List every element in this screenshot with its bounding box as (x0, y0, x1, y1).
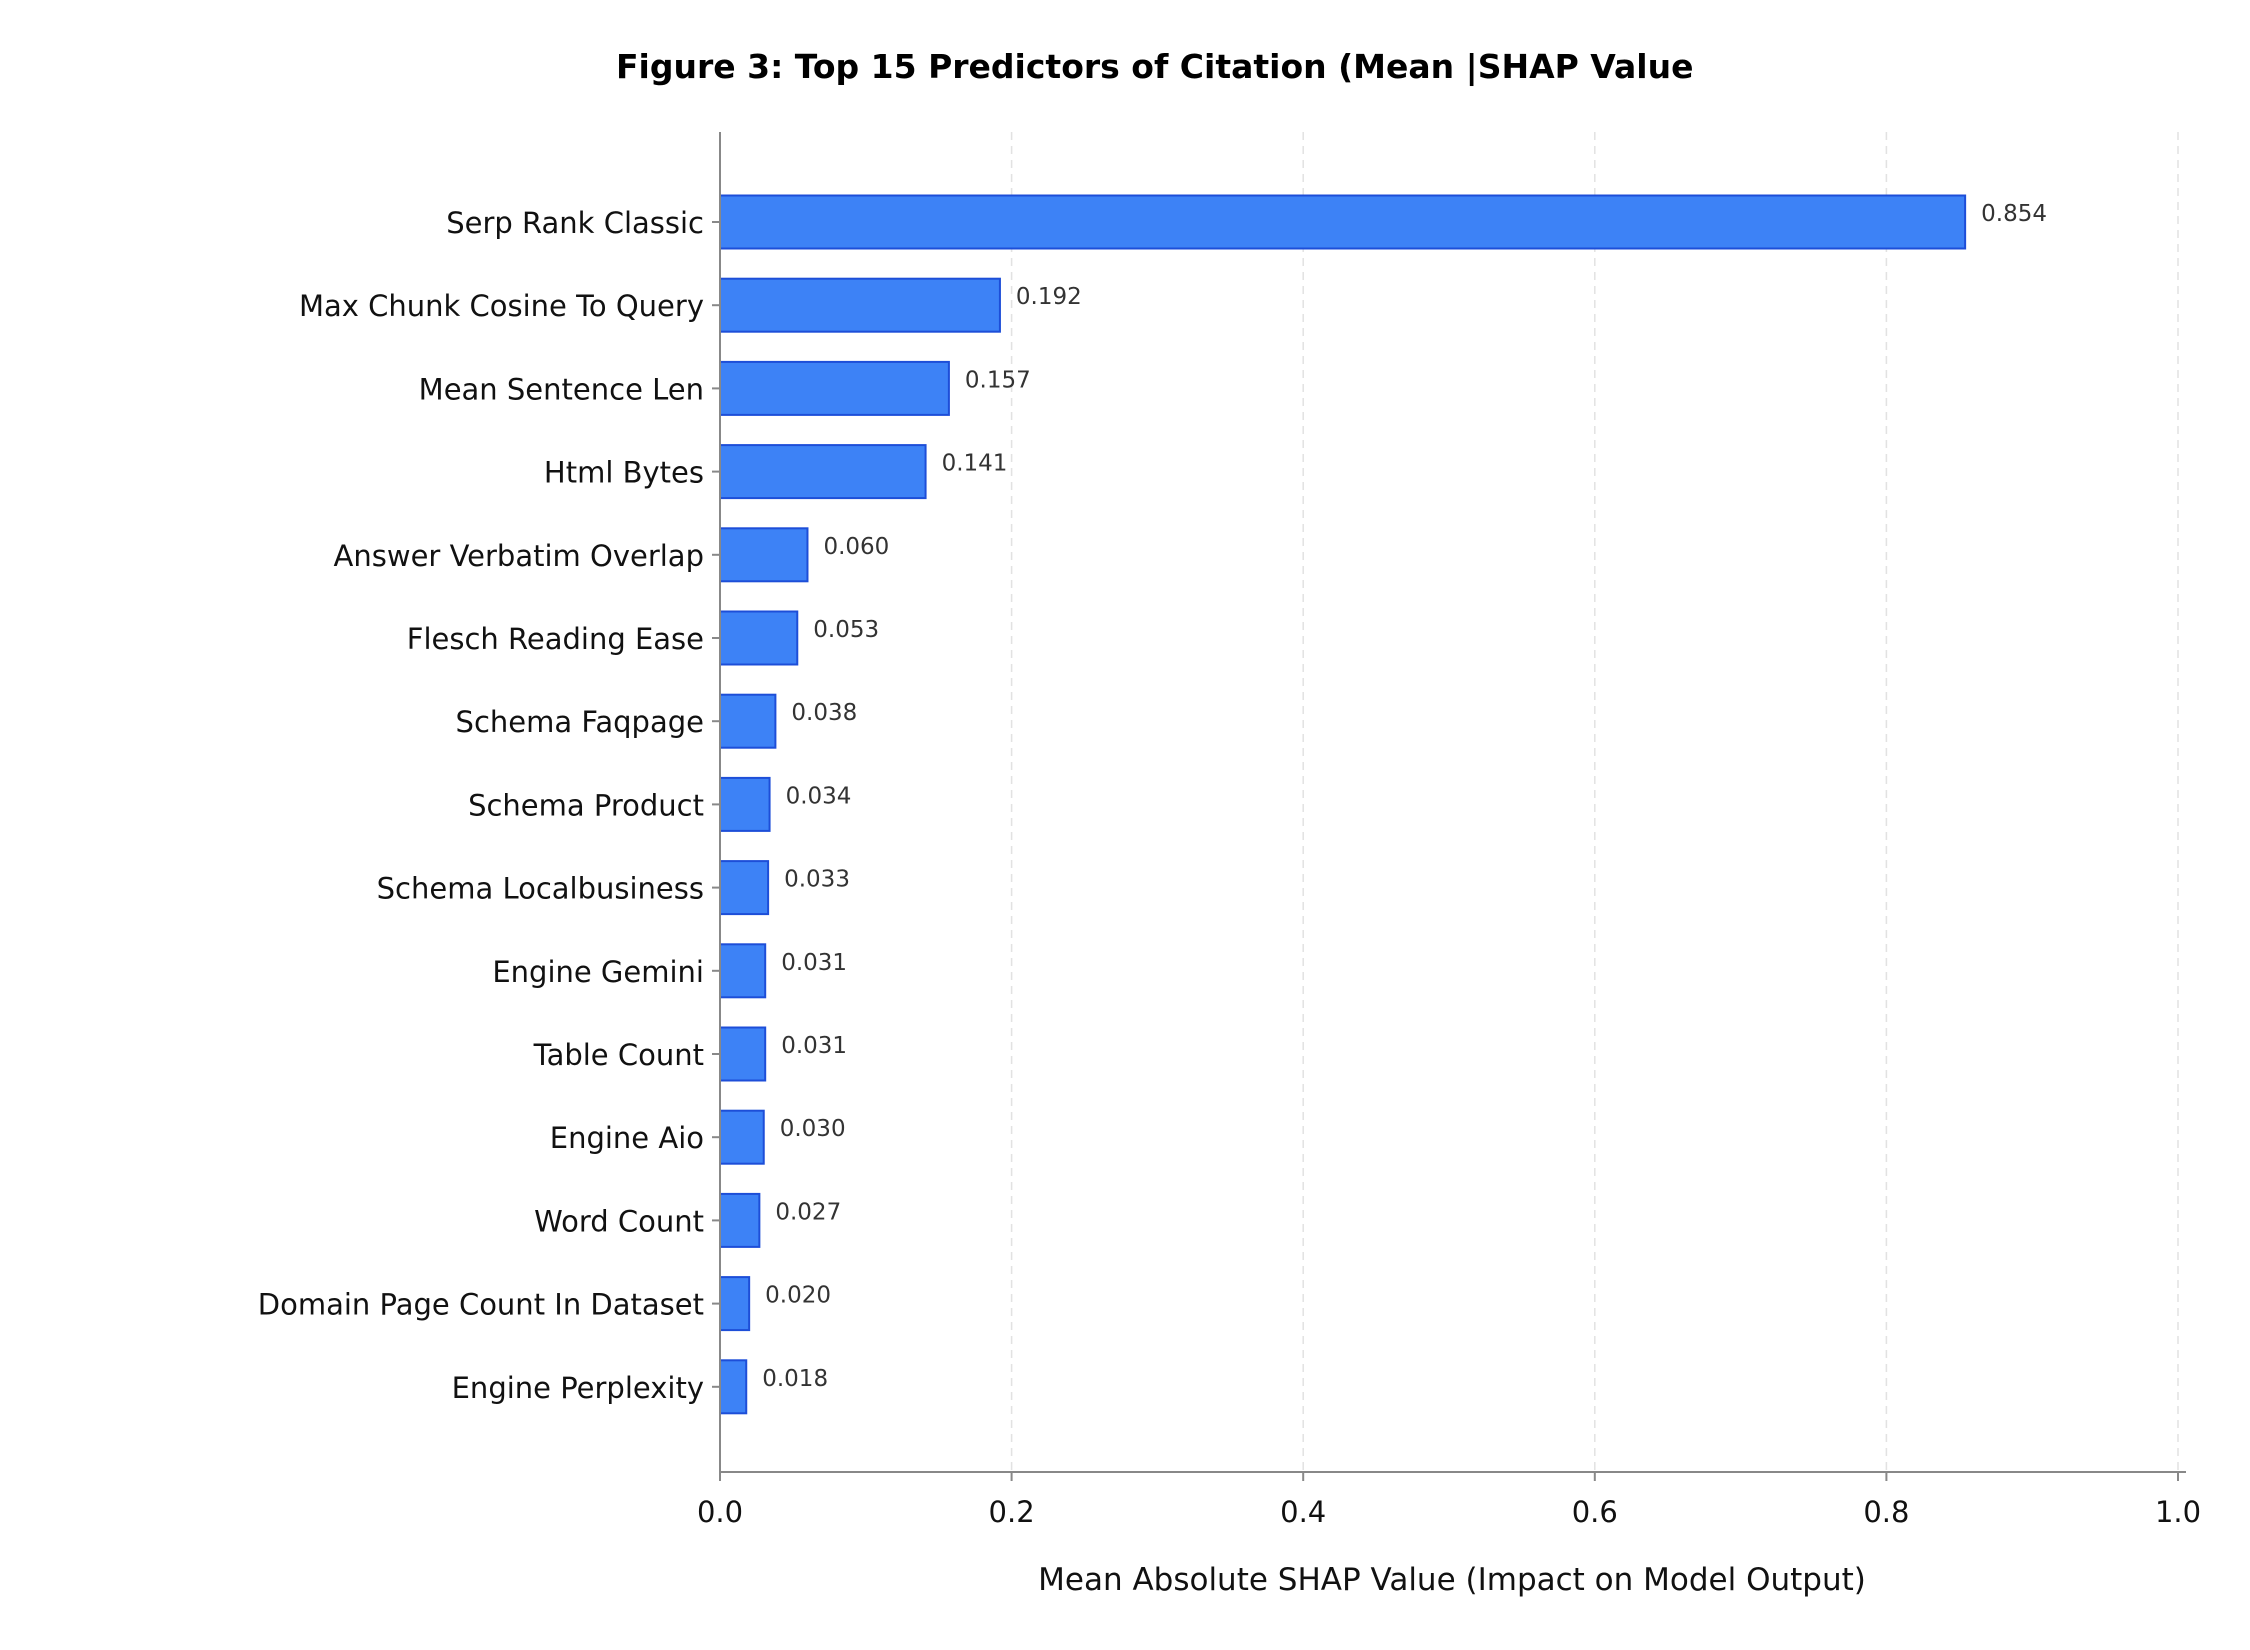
x-axis-label: Mean Absolute SHAP Value (Impact on Mode… (1038, 1562, 1866, 1598)
bar (719, 194, 1967, 250)
category-label: Word Count (534, 1204, 704, 1238)
axes: 0.0 0.2 0.4 0.6 0.8 1.0 (697, 132, 2201, 1529)
category-label: Max Chunk Cosine To Query (299, 289, 704, 323)
x-tick-label: 0.8 (1863, 1495, 1909, 1529)
bar (719, 277, 1001, 333)
bar (719, 776, 771, 832)
category-label: Table Count (533, 1038, 704, 1072)
bar (719, 360, 950, 416)
value-label: 0.018 (762, 1366, 828, 1392)
value-label: 0.031 (781, 1033, 847, 1059)
bar (719, 860, 770, 916)
category-label: Answer Verbatim Overlap (334, 539, 704, 573)
value-label: 0.141 (942, 451, 1008, 477)
x-tick-label: 0.4 (1280, 1495, 1326, 1529)
value-label: 0.038 (791, 700, 857, 726)
bar (719, 1359, 748, 1415)
category-label: Domain Page Count In Dataset (258, 1288, 704, 1322)
category-label: Flesch Reading Ease (407, 622, 704, 656)
value-label: 0.031 (781, 950, 847, 976)
value-labels: 0.854 0.192 0.157 0.141 0.060 0.053 0.038 0.034… (762, 201, 2047, 1392)
category-label: Html Bytes (544, 456, 704, 490)
bar (719, 527, 809, 583)
category-label: Mean Sentence Len (419, 372, 704, 406)
value-label: 0.020 (765, 1283, 831, 1309)
value-label: 0.854 (1981, 201, 2047, 227)
bar (719, 693, 777, 749)
chart-title: Figure 3: Top 15 Predictors of Citation … (616, 47, 1694, 86)
category-label: Schema Product (468, 788, 704, 822)
x-tick-label: 0.0 (697, 1495, 743, 1529)
value-label: 0.027 (775, 1199, 841, 1225)
value-label: 0.030 (780, 1116, 846, 1142)
bar (719, 1276, 751, 1332)
bar (719, 610, 799, 666)
bar (719, 1026, 767, 1082)
category-labels: Serp Rank Classic Max Chunk Cosine To Que… (258, 206, 704, 1405)
grid-lines (1010, 132, 2179, 1472)
value-label: 0.053 (813, 617, 879, 643)
bar (719, 444, 927, 500)
bar (719, 943, 767, 999)
category-label: Schema Faqpage (456, 705, 704, 739)
x-tick-label: 1.0 (2155, 1495, 2201, 1529)
category-label: Engine Aio (550, 1121, 704, 1155)
value-label: 0.192 (1016, 284, 1082, 310)
category-label: Engine Perplexity (452, 1371, 704, 1405)
category-label: Serp Rank Classic (446, 206, 704, 240)
bar (719, 1109, 765, 1165)
value-label: 0.033 (784, 867, 850, 893)
category-label: Engine Gemini (492, 955, 704, 989)
value-label: 0.034 (786, 783, 852, 809)
bars (719, 194, 1967, 1415)
value-label: 0.157 (965, 367, 1031, 393)
category-label: Schema Localbusiness (377, 872, 704, 906)
x-tick-label: 0.6 (1572, 1495, 1618, 1529)
bar (719, 1192, 761, 1248)
x-tick-label: 0.2 (989, 1495, 1035, 1529)
value-label: 0.060 (823, 534, 889, 560)
